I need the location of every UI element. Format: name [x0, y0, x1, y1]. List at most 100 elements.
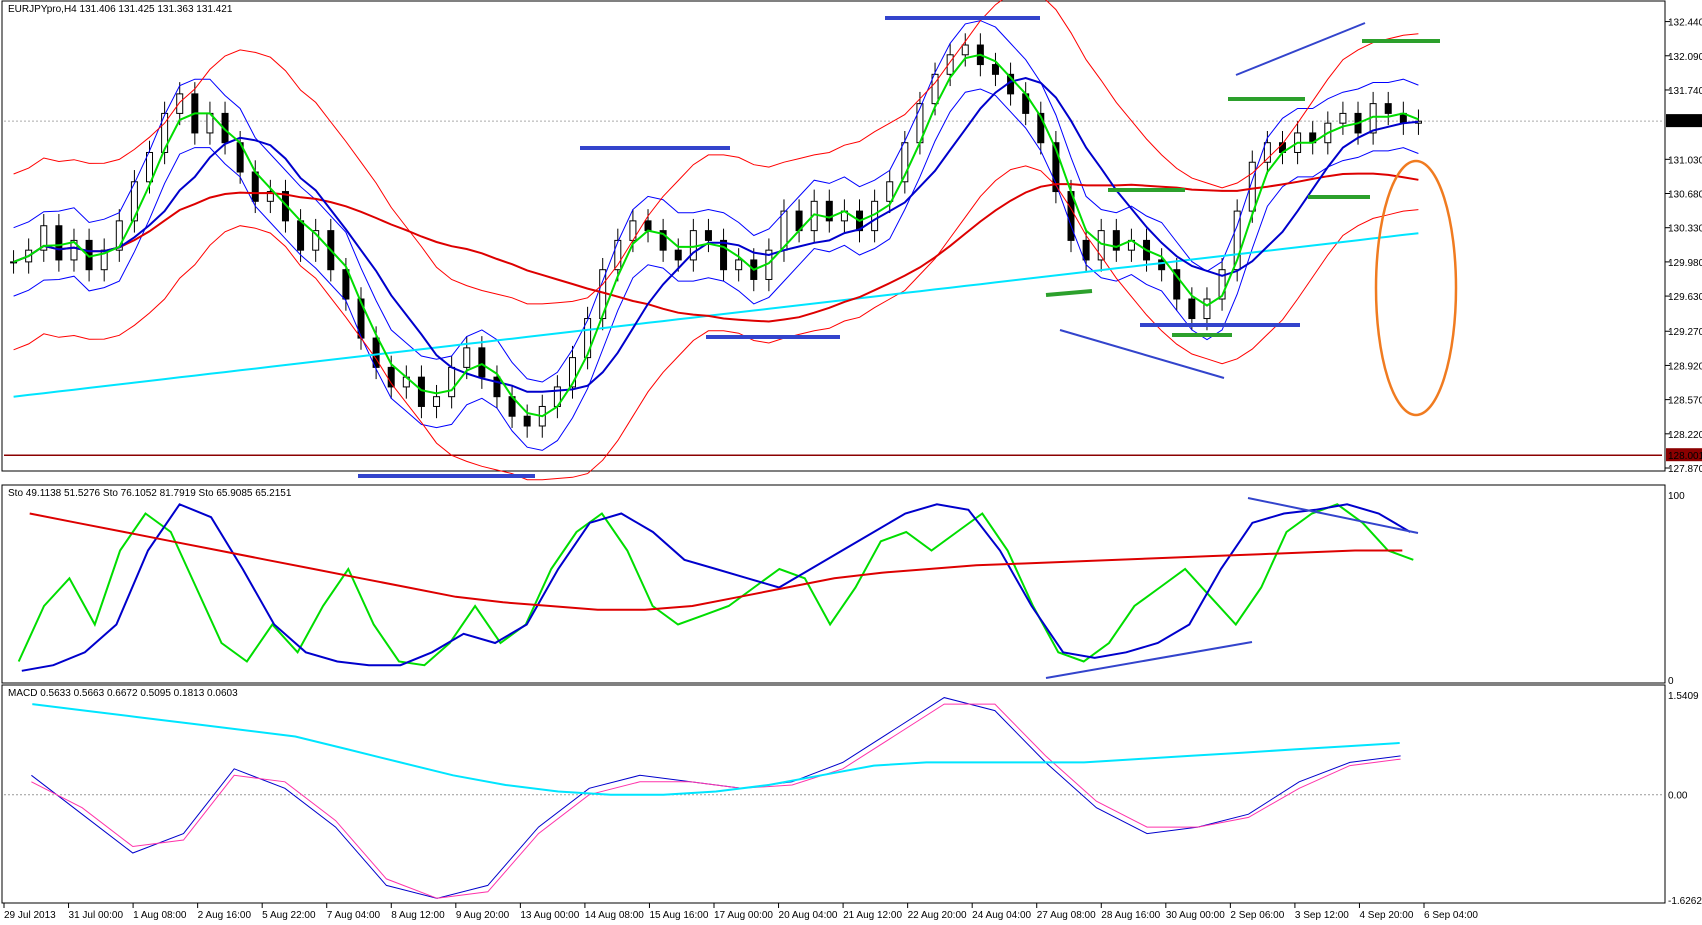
candle-body: [115, 220, 123, 251]
macd-plot: [31, 697, 1401, 899]
x-tick-label: 21 Aug 12:00: [843, 910, 902, 921]
stochastic-pane-title: Sto 49.1138 51.5276 Sto 76.1052 81.7919 …: [8, 488, 292, 499]
candle-body: [493, 376, 501, 398]
candle-body: [161, 112, 169, 153]
x-tick-label: 22 Aug 20:00: [908, 910, 967, 921]
candle-body: [176, 93, 184, 114]
x-tick-label: 8 Aug 12:00: [391, 910, 445, 921]
x-tick-label: 3 Sep 12:00: [1295, 910, 1349, 921]
x-tick-label: 30 Aug 00:00: [1166, 910, 1225, 921]
candle-body: [1158, 259, 1166, 271]
candle-body: [1203, 298, 1211, 320]
y-tick-label: 129.630: [1668, 292, 1702, 303]
macd-tick-label: 0.00: [1668, 791, 1688, 802]
candle-body: [433, 396, 441, 407]
candle-body: [735, 259, 743, 271]
candle-body: [1248, 161, 1256, 212]
price-axis: 132.440 132.090 131.740 131.030 130.680 130.3…: [4, 18, 1702, 907]
x-tick-label: 2 Aug 16:00: [198, 910, 252, 921]
y-tick-label: 130.680: [1668, 190, 1702, 201]
x-tick-label: 20 Aug 04:00: [779, 910, 838, 921]
x-tick-label: 5 Aug 22:00: [262, 910, 316, 921]
x-tick-label: 6 Sep 04:00: [1424, 910, 1478, 921]
y-tick-label: 127.870: [1668, 464, 1702, 475]
y-tick-label: 128.220: [1668, 430, 1702, 441]
x-tick-label: 17 Aug 00:00: [714, 910, 773, 921]
x-tick-label: 2 Sep 06:00: [1230, 910, 1284, 921]
x-tick-label: 28 Aug 16:00: [1101, 910, 1160, 921]
candle-body: [1052, 142, 1060, 193]
candle-body: [674, 249, 682, 261]
candle-body: [40, 225, 48, 251]
candle-body: [901, 142, 909, 183]
y-tick-label: 129.980: [1668, 258, 1702, 269]
level-line-green: [1045, 289, 1093, 297]
candle-body: [1218, 269, 1226, 300]
y-tick-label: 132.090: [1668, 52, 1702, 63]
candle-body: [584, 318, 592, 359]
candle-body: [70, 239, 78, 261]
candle-body: [825, 200, 833, 222]
highlight-ellipse: [1374, 159, 1458, 417]
x-tick-label: 29 Jul 2013: [4, 910, 56, 921]
sto-tick-label: 100: [1668, 491, 1685, 502]
x-tick-label: 1 Aug 08:00: [133, 910, 187, 921]
macd-tick-label: 1.5409: [1668, 691, 1699, 702]
candle-body: [281, 191, 289, 222]
macd-series-line-3: [32, 703, 1400, 796]
current-price-label: 131.421: [1668, 117, 1702, 128]
y-tick-label: 132.440: [1668, 18, 1702, 29]
trend-line: [1235, 22, 1366, 76]
candle-body: [568, 357, 576, 388]
sto-series-line-2: [21, 503, 1411, 672]
x-tick-label: 31 Jul 00:00: [69, 910, 124, 921]
y-tick-label: 131.740: [1668, 86, 1702, 97]
candle-body: [478, 347, 486, 378]
sto-tick-label: 0: [1668, 676, 1674, 687]
y-tick-label: 131.030: [1668, 155, 1702, 166]
candle-body: [991, 64, 999, 75]
macd-tick-label: -1.6262: [1668, 896, 1702, 907]
candle-body: [146, 151, 154, 183]
stochastic-plot: [17, 503, 1414, 672]
y-tick-label: 129.270: [1668, 327, 1702, 338]
price-pane-title: EURJPYpro,H4 131.406 131.425 131.363 131…: [8, 4, 233, 15]
candle-body: [644, 220, 652, 232]
candle-body: [1188, 298, 1196, 320]
y-tick-label: 128.570: [1668, 396, 1702, 407]
x-tick-label: 27 Aug 08:00: [1037, 910, 1096, 921]
sto-series-line-3: [29, 512, 1403, 611]
candle-body: [1037, 112, 1045, 144]
trend-line: [1247, 497, 1419, 534]
price-plot: [10, 0, 1422, 481]
candle-body: [720, 239, 728, 271]
bollinger-inner-lower: [13, 88, 1419, 451]
candle-body: [251, 171, 259, 202]
support-price-box: [1666, 448, 1702, 462]
candle-body: [1112, 230, 1120, 251]
x-tick-label: 14 Aug 08:00: [585, 910, 644, 921]
candle-body: [387, 366, 395, 388]
candle-body: [448, 366, 456, 398]
candle-body: [55, 225, 63, 261]
price-pane: [1, 0, 1666, 472]
x-tick-label: 7 Aug 04:00: [327, 910, 381, 921]
macd-series-line-2: [31, 703, 1401, 899]
candle-body: [1082, 239, 1090, 261]
candle-body: [614, 239, 622, 271]
current-price-box: [1666, 114, 1702, 128]
candle-body: [266, 191, 274, 202]
candle-body: [659, 230, 667, 251]
trend-line: [1059, 329, 1225, 379]
sto-series-line-1: [17, 503, 1414, 667]
candle-body: [1384, 103, 1392, 114]
time-axis: 29 Jul 2013 31 Jul 00:00 1 Aug 08:00 2 Aug …: [3, 903, 1478, 921]
macd-pane-title: MACD 0.5633 0.5663 0.6672 0.5095 0.1813 …: [8, 688, 238, 699]
x-tick-label: 4 Sep 20:00: [1359, 910, 1413, 921]
candle-body: [931, 73, 939, 105]
candle-body: [221, 112, 229, 144]
bollinger-outer-lower: [13, 165, 1419, 481]
trend-line: [1045, 641, 1253, 679]
x-tick-label: 9 Aug 20:00: [456, 910, 510, 921]
